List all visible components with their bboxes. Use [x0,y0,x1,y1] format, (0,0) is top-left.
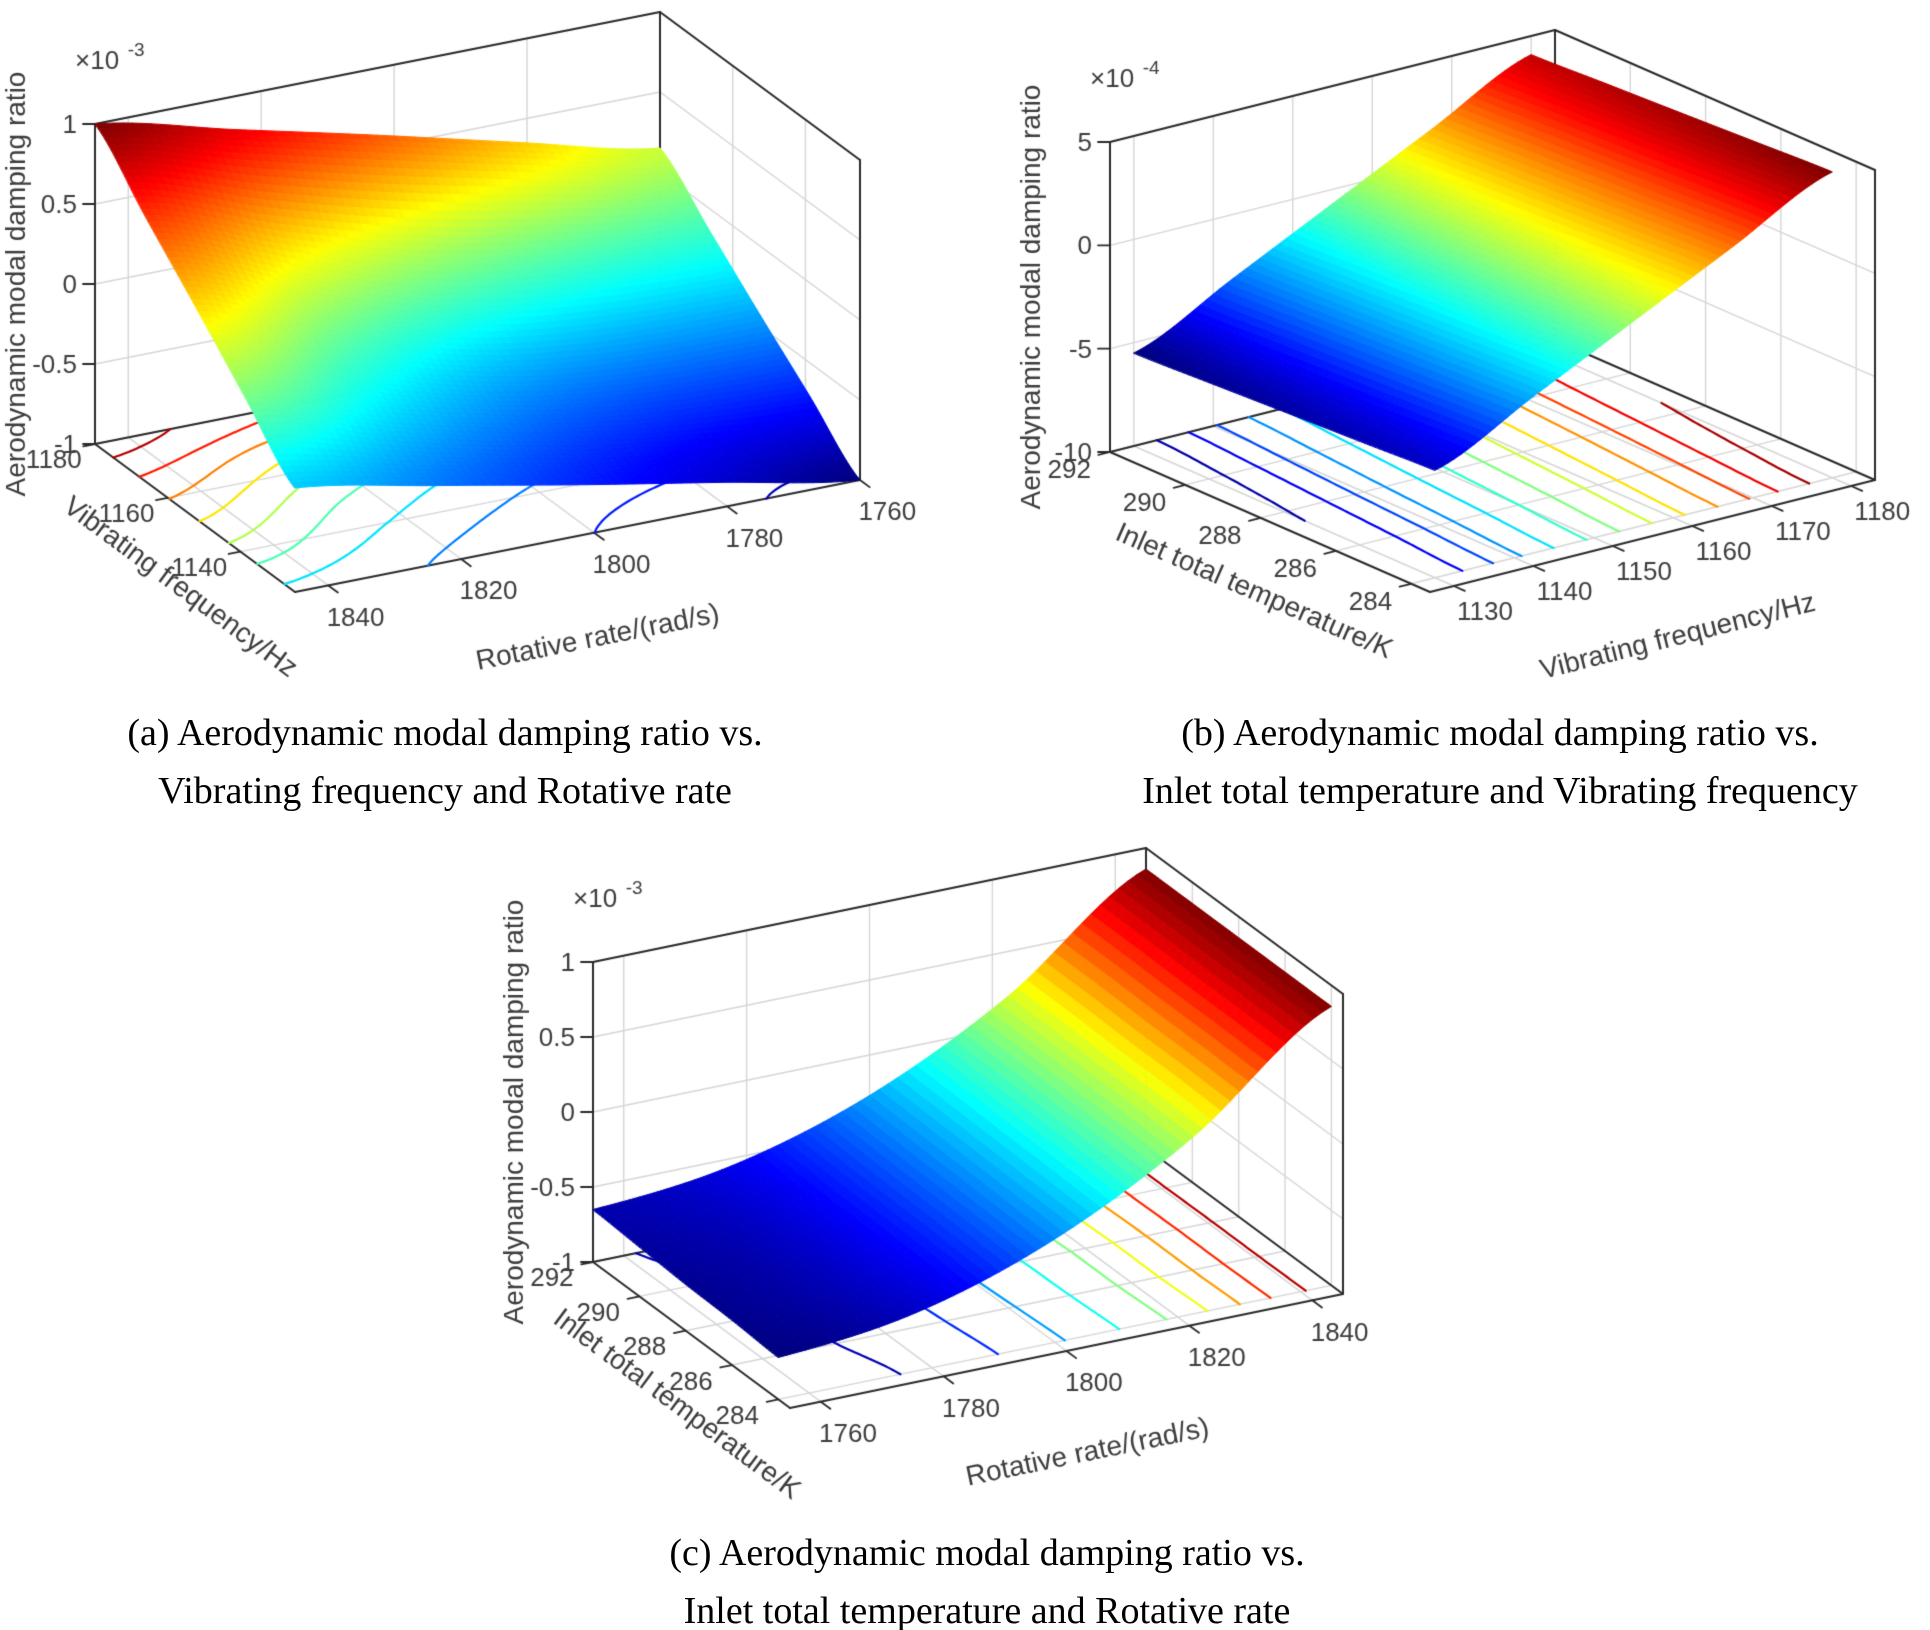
caption-b: (b) Aerodynamic modal damping ratio vs. … [1095,704,1905,820]
caption-a: (a) Aerodynamic modal damping ratio vs. … [40,704,850,820]
caption-c-line1: (c) Aerodynamic modal damping ratio vs. [669,1532,1305,1574]
caption-c-line2: Inlet total temperature and Rotative rat… [683,1590,1291,1630]
caption-b-line1: (b) Aerodynamic modal damping ratio vs. [1181,712,1819,754]
caption-a-line1: (a) Aerodynamic modal damping ratio vs. [127,712,763,754]
caption-b-line2: Inlet total temperature and Vibrating fr… [1142,770,1858,812]
caption-a-line2: Vibrating frequency and Rotative rate [158,770,732,812]
caption-c: (c) Aerodynamic modal damping ratio vs. … [582,1524,1392,1630]
